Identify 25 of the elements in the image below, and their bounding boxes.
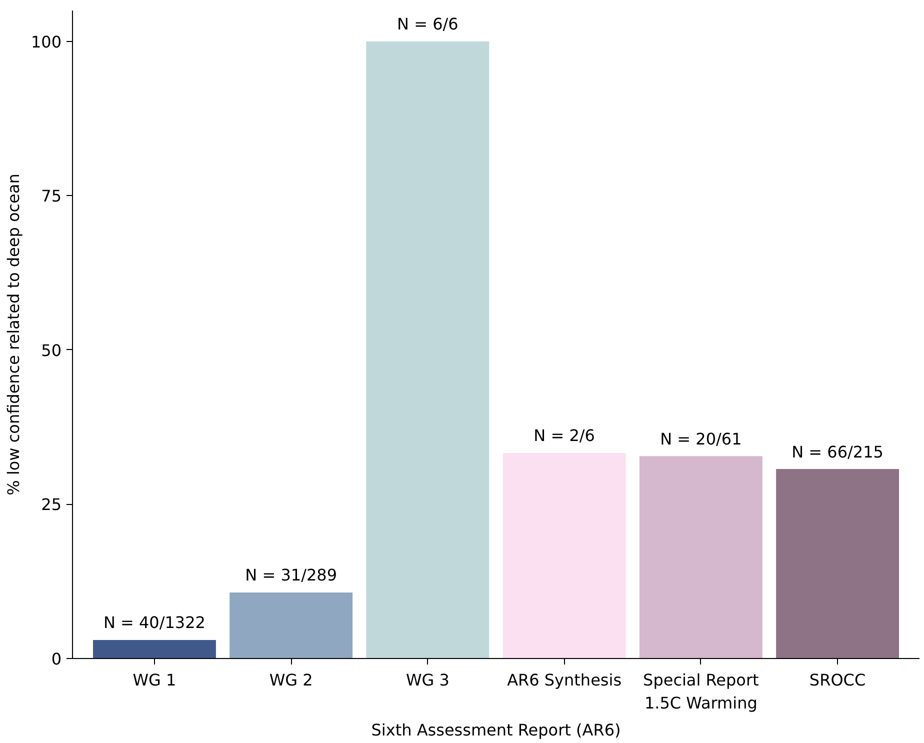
bar xyxy=(366,41,490,658)
x-tick-label: WG 3 xyxy=(406,670,450,690)
data-label: N = 31/289 xyxy=(245,566,338,585)
y-tick-label: 75 xyxy=(41,186,62,206)
data-label: N = 40/1322 xyxy=(103,613,206,632)
data-label: N = 6/6 xyxy=(397,14,458,34)
bar xyxy=(230,592,353,658)
x-tick-label: Special Report 1.5C Warming xyxy=(643,670,759,712)
x-tick-label: AR6 Synthesis xyxy=(507,670,622,690)
y-axis-title: % low confidence related to deep ocean xyxy=(4,174,23,496)
bar xyxy=(92,640,216,658)
x-tick-label: SROCC xyxy=(809,670,866,690)
bar xyxy=(776,469,900,658)
data-label: N = 20/61 xyxy=(660,429,742,448)
data-label: N = 66/215 xyxy=(792,442,884,462)
y-tick-label: 0 xyxy=(51,650,62,668)
x-tick-label: WG 2 xyxy=(269,670,313,690)
y-tick-label: 25 xyxy=(41,495,62,514)
y-tick-label: 50 xyxy=(41,340,62,360)
data-label: N = 2/6 xyxy=(534,426,595,446)
bar xyxy=(502,452,626,658)
bar xyxy=(639,456,762,658)
x-axis-title: Sixth Assessment Report (AR6) xyxy=(371,720,621,740)
x-tick-label: WG 1 xyxy=(132,670,176,690)
y-tick-label: 100 xyxy=(30,32,62,52)
